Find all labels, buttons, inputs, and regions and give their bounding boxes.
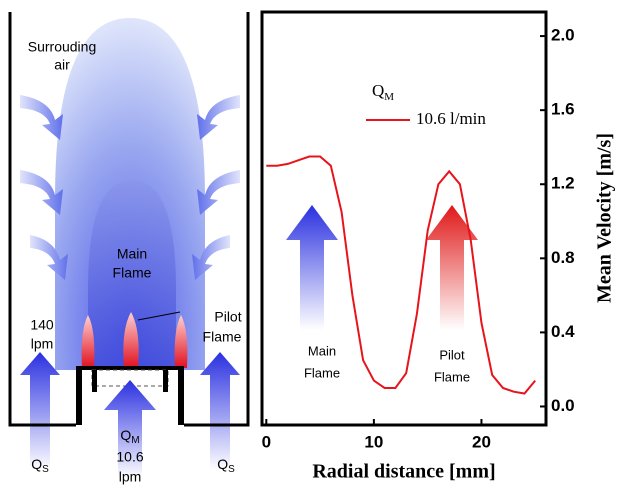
- diagram-frame: [8, 12, 250, 427]
- y-tick-label: 0.4: [551, 322, 575, 341]
- label: M: [131, 435, 139, 446]
- label: Main: [117, 246, 147, 262]
- label: 10.6: [116, 449, 143, 465]
- pilot-pointer: [137, 311, 181, 321]
- annotation: Pilot: [439, 347, 465, 362]
- annotation-arrow: [286, 205, 338, 330]
- x-tick-label: 0: [262, 432, 271, 451]
- main-flame: [88, 180, 176, 370]
- plot-frame: [260, 10, 548, 427]
- label: S: [228, 464, 235, 475]
- label: S: [42, 464, 49, 475]
- label: Flame: [113, 265, 152, 281]
- label: air: [54, 57, 70, 73]
- label: Q: [120, 427, 131, 443]
- x-tick-label: 10: [364, 432, 383, 451]
- label: Q: [31, 456, 42, 472]
- label: QS: [31, 456, 49, 475]
- y-tick-label: 0.0: [551, 396, 575, 415]
- legend-label: 10.6 l/min: [416, 109, 486, 128]
- label: 140: [30, 317, 54, 333]
- x-tick-label: 20: [472, 432, 491, 451]
- chart: Radial distance [mm] Mean Velocity [m/s]…: [260, 10, 616, 483]
- legend-title: Q: [372, 81, 384, 100]
- label: QM: [120, 427, 139, 446]
- diagram: Surrouding air Main Flame Pilot Flame 14…: [8, 12, 250, 485]
- air-arrows-left: [20, 95, 68, 280]
- y-tick-label: 2.0: [551, 26, 575, 45]
- data-line: [266, 155, 536, 395]
- inlet-arrows: [20, 352, 240, 478]
- legend-title: M: [384, 91, 394, 103]
- x-axis-label: Radial distance [mm]: [312, 461, 495, 483]
- label: lpm: [31, 336, 54, 352]
- air-arrows-right: [192, 95, 240, 280]
- annotation: Main: [308, 343, 336, 358]
- y-axis-label: Mean Velocity [m/s]: [594, 133, 616, 303]
- label: lpm: [119, 469, 142, 485]
- label: Q: [217, 456, 228, 472]
- label: QS: [217, 456, 235, 475]
- y-tick-label: 0.8: [551, 248, 575, 267]
- annotation-arrow: [426, 205, 478, 330]
- y-tick-label: 1.2: [551, 174, 575, 193]
- label: Pilot: [214, 309, 241, 325]
- annotation: Flame: [304, 365, 340, 380]
- pilot-flames: [81, 312, 188, 368]
- y-tick-label: 1.6: [551, 100, 575, 119]
- label: Surrouding: [28, 39, 97, 55]
- annotation: Flame: [434, 369, 470, 384]
- legend-title: QM: [372, 81, 394, 103]
- label: Flame: [203, 329, 242, 345]
